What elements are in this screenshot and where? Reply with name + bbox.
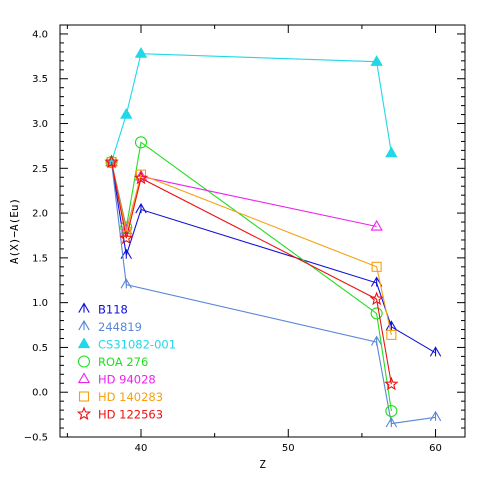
data-point (370, 55, 383, 66)
legend-marker (78, 302, 90, 313)
series-2 (105, 47, 398, 167)
series-line (110, 53, 392, 163)
legend-label: HD 122563 (98, 408, 163, 422)
series-line (110, 161, 377, 231)
data-point (370, 219, 383, 231)
x-tick-label: 50 (282, 443, 295, 454)
series-line (110, 161, 392, 385)
legend-marker (76, 406, 92, 421)
y-tick-label: 3.5 (32, 74, 48, 85)
ticks: 40 50 60 −0.5 0.0 0.5 1.0 1.5 2.0 2.5 3.0 3.5 4.0 (24, 24, 465, 454)
x-tick-label: 60 (429, 443, 442, 454)
series-5 (106, 156, 397, 340)
y-tick-label: 0.0 (32, 388, 48, 399)
series-1 (105, 155, 442, 428)
legend-marker (77, 355, 91, 368)
y-tick-label: 0.5 (32, 343, 48, 354)
data-point (385, 404, 398, 418)
data-point (384, 376, 399, 391)
data-point (385, 416, 398, 428)
data-point (134, 47, 148, 58)
legend-marker (77, 372, 91, 384)
legend-marker (77, 337, 91, 349)
data-point (120, 278, 132, 289)
series-4 (105, 155, 383, 235)
legend-marker (78, 391, 90, 402)
y-tick-label: 2.0 (32, 209, 48, 220)
x-tick-label: 40 (135, 443, 148, 454)
data-point (119, 230, 134, 245)
legend-label: B118 (98, 303, 128, 317)
data-point (120, 107, 133, 119)
y-tick-label: 4.0 (32, 29, 48, 40)
data-point (104, 154, 119, 169)
y-tick-label: 1.0 (32, 298, 48, 309)
data-point (105, 155, 118, 167)
data-point (369, 291, 384, 306)
legend-label: 244819 (98, 320, 142, 334)
legend-marker (78, 319, 90, 331)
x-axis-label: Z (259, 458, 266, 471)
y-tick-label: 1.5 (32, 253, 48, 264)
data-point (385, 320, 398, 331)
y-tick-label: 3.0 (32, 119, 48, 130)
series-line (110, 141, 392, 412)
data-point (134, 136, 148, 149)
data-point (135, 202, 147, 214)
data-point (133, 170, 149, 185)
data-point (429, 410, 442, 422)
legend: B118 244819 CS31082-001 ROA 276 HD 94028 HD 1… (76, 302, 176, 422)
legend-label: HD 140283 (98, 390, 163, 404)
data-point (385, 146, 398, 158)
data-point (386, 329, 397, 340)
data-point (370, 307, 383, 320)
y-tick-label: −0.5 (24, 433, 48, 444)
data-point (429, 346, 442, 357)
series-line (110, 161, 392, 336)
y-axis-label: A(X)−A(Eu) (8, 198, 21, 264)
data-point (370, 335, 383, 346)
series-6 (104, 154, 399, 391)
legend-label: CS31082-001 (98, 338, 176, 352)
y-tick-label: 2.5 (32, 164, 48, 175)
legend-label: HD 94028 (98, 373, 156, 387)
data-point (371, 261, 382, 272)
legend-label: ROA 276 (98, 355, 148, 369)
series-line (110, 161, 436, 354)
series-layer (104, 47, 442, 428)
